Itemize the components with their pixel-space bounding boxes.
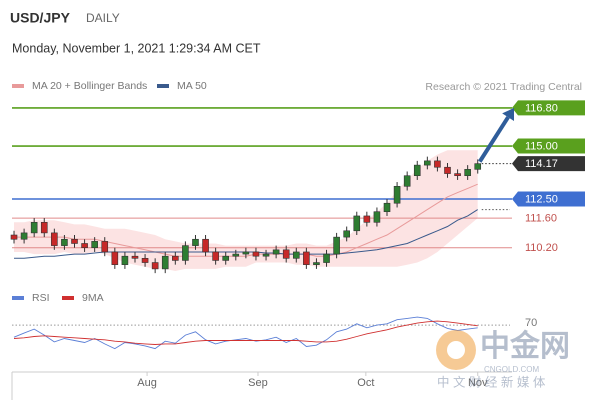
level-tag	[512, 191, 585, 207]
candle-body	[10, 234, 18, 240]
candle-body	[262, 253, 270, 257]
rsi-line	[13, 320, 478, 345]
candle-body	[131, 255, 139, 259]
projection-arrowhead	[502, 107, 514, 121]
candle-body	[182, 245, 189, 261]
candle-body	[232, 253, 240, 257]
watermark: 中金网 CNGOLD.COM 中 文 财 经 新 媒 体	[436, 329, 570, 389]
x-tick-label: Nov	[468, 377, 488, 389]
legend-label: MA 20 + Bollinger Bands	[32, 80, 147, 92]
level-tag	[512, 138, 585, 154]
candle-body	[40, 222, 48, 234]
candle-body	[202, 238, 209, 253]
candle-body	[383, 202, 391, 213]
candle-body	[81, 243, 88, 249]
x-tick-label: Oct	[357, 377, 374, 389]
candle-body	[111, 251, 119, 265]
candle-body	[373, 211, 381, 223]
level-label: 111.60	[525, 212, 557, 224]
candle-body	[303, 251, 310, 265]
candle-body	[242, 251, 250, 255]
candle-body	[172, 255, 179, 261]
candle-body	[192, 238, 199, 246]
candle-body	[313, 262, 320, 265]
candle-body	[393, 185, 401, 204]
watermark-tagline: 中 文 财 经 新 媒 体	[437, 374, 546, 389]
watermark-logo-inner	[447, 341, 465, 359]
legend-swatch	[12, 84, 24, 88]
candle-body	[272, 249, 280, 255]
candle-body	[61, 238, 68, 246]
bollinger-band	[14, 150, 478, 271]
candle-body	[434, 160, 441, 168]
legend-swatch	[62, 296, 74, 300]
legend-swatch	[12, 296, 24, 300]
candle-body	[333, 236, 340, 255]
watermark-name: 中金网	[480, 329, 570, 363]
candle-body	[454, 173, 461, 177]
level-label: 112.50	[525, 193, 558, 205]
candle-body	[282, 249, 290, 259]
x-tick-label: Sep	[248, 377, 268, 389]
candle-body	[363, 215, 371, 223]
candle-body	[91, 241, 98, 249]
candle-body	[353, 215, 361, 232]
candle-body	[222, 255, 230, 261]
projection-arrow	[478, 116, 510, 163]
candle-body	[161, 255, 169, 270]
candle-body	[292, 251, 300, 259]
legend-label: MA 50	[177, 80, 207, 92]
candle-body	[51, 232, 58, 246]
date: Monday, November 1, 2021 1:29:34 AM CET	[12, 41, 261, 55]
candle-body	[474, 163, 482, 170]
candle-body	[424, 160, 431, 166]
candle-body	[252, 251, 260, 257]
level-label: 110.20	[525, 242, 558, 254]
symbol: USD/JPY	[10, 10, 71, 26]
level-label: 115.00	[525, 140, 558, 152]
watermark-site: CNGOLD.COM	[484, 365, 539, 374]
level-label: 116.80	[525, 102, 558, 114]
candle-body	[71, 238, 78, 244]
candle-body	[101, 241, 109, 253]
candle-body	[444, 166, 451, 174]
attribution: Research © 2021 Trading Central	[425, 81, 582, 93]
candle-body	[212, 251, 219, 261]
candle-body	[20, 232, 28, 240]
period: DAILY	[86, 11, 120, 25]
y-tick-label: 70	[525, 317, 537, 329]
candle-body	[413, 164, 421, 177]
candle-body	[323, 253, 330, 263]
level-tag	[512, 100, 585, 116]
x-tick-label: Aug	[137, 377, 157, 389]
candle-body	[121, 255, 129, 265]
candle-body	[464, 169, 471, 177]
legend-swatch	[157, 84, 169, 88]
level-tag	[512, 156, 585, 172]
candle-body	[151, 262, 159, 270]
candle-body	[343, 230, 350, 238]
rsi-line	[13, 316, 478, 350]
candle-body	[403, 175, 411, 187]
legend-label: RSI	[32, 292, 50, 304]
candle-body	[141, 258, 149, 263]
candle-body	[30, 222, 38, 234]
legend-label: 9MA	[82, 292, 104, 304]
level-label: 114.17	[525, 158, 558, 170]
